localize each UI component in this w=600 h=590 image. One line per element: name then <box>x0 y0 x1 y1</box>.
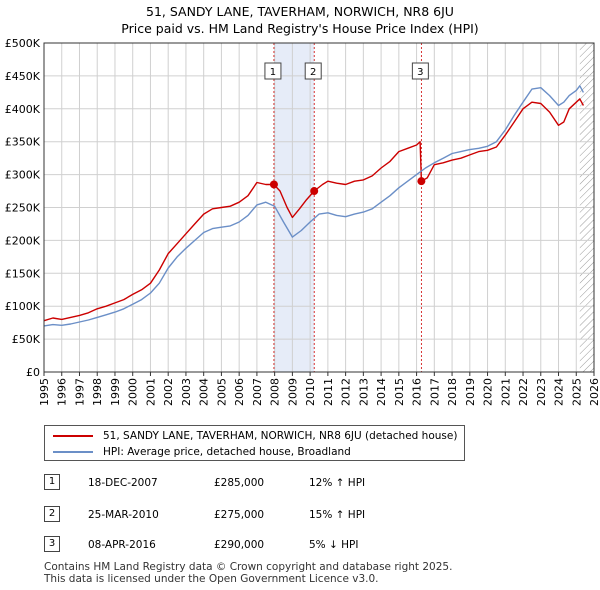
x-tick-label: 2016 <box>411 378 424 406</box>
y-tick-label: £200K <box>5 234 41 247</box>
x-tick-label: 1995 <box>38 378 51 406</box>
x-tick-label: 2022 <box>517 378 530 406</box>
x-tick-label: 1999 <box>109 378 122 406</box>
x-tick-label: 2025 <box>570 378 583 406</box>
hpi-line <box>43 85 585 327</box>
y-tick-label: £250K <box>5 202 41 215</box>
x-tick-label: 2021 <box>499 378 512 406</box>
event-layer: 1 2 3 <box>264 43 429 372</box>
event-marker-box <box>264 62 282 80</box>
x-tick-label: 1996 <box>56 378 69 406</box>
y-tick-label: £300K <box>5 169 41 182</box>
plot-frame <box>43 42 595 373</box>
event-marker-label: 1 <box>270 67 276 78</box>
x-tick-label: 2015 <box>393 378 406 406</box>
event-marker-label: 3 <box>417 67 423 78</box>
y-tick-label: £450K <box>5 70 41 83</box>
y-tick-label: £50K <box>12 333 41 346</box>
transaction-number: 1 <box>44 474 60 490</box>
event-marker-label: 2 <box>310 67 316 78</box>
y-tick-label: £0 <box>26 366 40 379</box>
x-tick-label: 2017 <box>428 378 441 406</box>
transaction-hpi-change: 12% ↑ HPI <box>309 477 366 489</box>
x-tick-label: 1998 <box>91 378 104 406</box>
sale-points-layer <box>269 177 426 196</box>
chart-subtitle: Price paid vs. HM Land Registry's House … <box>121 21 479 36</box>
chart-title: 51, SANDY LANE, TAVERHAM, NORWICH, NR8 6… <box>146 4 454 19</box>
transaction-date: 18-DEC-2007 <box>88 477 158 489</box>
property-price-line <box>43 98 585 322</box>
legend: 51, SANDY LANE, TAVERHAM, NORWICH, NR8 6… <box>44 425 465 461</box>
x-tick-label: 2009 <box>286 378 299 406</box>
legend-swatch-hpi <box>53 451 93 453</box>
event-marker-box <box>304 62 322 80</box>
y-tick-label: £100K <box>5 300 41 313</box>
x-tick-label: 2010 <box>304 378 317 406</box>
y-tick-label: £350K <box>5 136 41 149</box>
x-tick-label: 2018 <box>446 378 459 406</box>
x-tick-label: 2004 <box>198 378 211 406</box>
transaction-hpi-change: 5% ↓ HPI <box>309 539 359 551</box>
transaction-number: 2 <box>44 506 60 522</box>
legend-label-property: 51, SANDY LANE, TAVERHAM, NORWICH, NR8 6… <box>103 430 458 442</box>
sale-point <box>269 180 278 189</box>
legend-swatch-property <box>53 435 93 437</box>
x-tick-label: 2013 <box>357 378 370 406</box>
x-tick-label: 2011 <box>322 378 335 406</box>
event-marker-box <box>411 62 429 80</box>
transaction-date: 08-APR-2016 <box>88 539 156 551</box>
transaction-hpi-change: 15% ↑ HPI <box>309 509 366 521</box>
x-tick-label: 2026 <box>588 378 600 406</box>
x-tick-label: 2012 <box>340 378 353 406</box>
sale-point <box>310 187 319 196</box>
x-tick-label: 2007 <box>251 378 264 406</box>
sale-point <box>417 177 426 186</box>
x-tick-label: 2020 <box>482 378 495 406</box>
x-tick-label: 2019 <box>464 378 477 406</box>
x-tick-label: 2000 <box>127 378 140 406</box>
grid-layer <box>43 42 595 373</box>
x-tick-label: 2006 <box>233 378 246 406</box>
transaction-date: 25-MAR-2010 <box>88 509 159 521</box>
transaction-price: £290,000 <box>214 539 265 551</box>
y-tick-label: £400K <box>5 103 41 116</box>
x-tick-label: 2003 <box>180 378 193 406</box>
x-tick-label: 2002 <box>162 378 175 406</box>
price-chart: 1 2 3 £0 £50K £100K £150K £200K £250K £300K £350K… <box>5 37 600 406</box>
x-tick-label: 2005 <box>215 378 228 406</box>
legend-item-hpi: HPI: Average price, detached house, Broa… <box>53 445 351 459</box>
x-tick-label: 2024 <box>553 378 566 406</box>
x-tick-label: 2014 <box>375 378 388 406</box>
transaction-number: 3 <box>44 536 60 552</box>
x-tick-label: 2001 <box>144 378 157 406</box>
footer-licence: This data is licensed under the Open Gov… <box>44 573 379 585</box>
transaction-price: £285,000 <box>214 477 265 489</box>
series-layer <box>43 85 585 327</box>
x-tick-label: 2023 <box>535 378 548 406</box>
transaction-price: £275,000 <box>214 509 265 521</box>
legend-label-hpi: HPI: Average price, detached house, Broa… <box>103 446 351 458</box>
y-tick-label: £500K <box>5 37 41 50</box>
footer-copyright: Contains HM Land Registry data © Crown c… <box>44 561 453 573</box>
x-tick-label: 2008 <box>269 378 282 406</box>
legend-item-property: 51, SANDY LANE, TAVERHAM, NORWICH, NR8 6… <box>53 429 457 443</box>
x-tick-label: 1997 <box>73 378 86 406</box>
axes-layer: £0 £50K £100K £150K £200K £250K £300K £350K £400… <box>5 37 600 406</box>
y-tick-label: £150K <box>5 267 41 280</box>
